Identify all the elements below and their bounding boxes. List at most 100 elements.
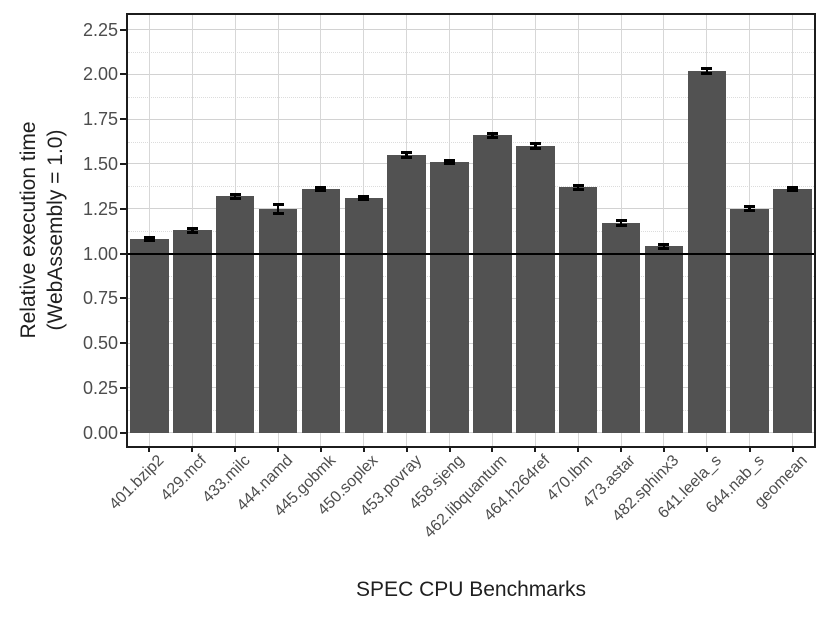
error-bar-cap — [358, 198, 370, 202]
error-bar-cap — [272, 211, 284, 215]
error-bar-cap — [229, 192, 241, 196]
error-bar-cap — [572, 183, 584, 187]
y-tick-mark — [120, 342, 128, 345]
y-tick-label: 0.25 — [82, 377, 118, 398]
bar-401-bzip2 — [130, 239, 169, 433]
error-bar-cap — [401, 150, 413, 154]
y-gridline-major — [128, 387, 814, 389]
y-gridline-minor — [128, 141, 814, 143]
y-gridline-major — [128, 297, 814, 299]
bar-482-sphinx3 — [644, 246, 684, 433]
error-bar-stem — [448, 160, 451, 164]
error-bar-cap — [701, 71, 713, 75]
error-bar-stem — [576, 185, 580, 190]
x-tick-mark — [577, 446, 580, 452]
error-bar-cap — [658, 243, 670, 247]
y-tick-label: 0.50 — [82, 333, 118, 354]
y-tick-label: 2.25 — [82, 19, 118, 40]
y-tick-label: 1.00 — [82, 243, 118, 264]
y-tick-mark — [120, 207, 128, 210]
y-gridline-minor — [128, 186, 814, 188]
y-gridline-minor — [128, 231, 814, 233]
reference-line — [128, 252, 814, 255]
error-bar-stem — [233, 194, 237, 199]
error-bar-stem — [276, 204, 280, 214]
y-gridline-minor — [128, 96, 814, 98]
x-tick-mark — [662, 446, 665, 452]
y-gridline-major — [128, 29, 814, 31]
x-tick-label-text: 401.bzip2 — [106, 452, 168, 514]
y-gridline-major — [128, 118, 814, 120]
x-tick-mark — [234, 446, 237, 452]
x-gridline — [663, 15, 665, 446]
x-tick-mark — [319, 446, 322, 452]
y-tick-mark — [120, 431, 128, 434]
error-bar-stem — [748, 206, 751, 211]
x-tick-mark — [362, 446, 365, 452]
x-tick-mark — [748, 446, 751, 452]
error-bar-stem — [405, 152, 408, 158]
error-bar-cap — [529, 141, 541, 145]
y-tick-label: 2.00 — [82, 64, 118, 85]
error-bar-stem — [705, 68, 709, 73]
y-gridline-major — [128, 342, 814, 344]
error-bar-cap — [787, 189, 799, 193]
bar-429-mcf — [173, 230, 212, 433]
y-tick-label: 0.75 — [82, 288, 118, 309]
y-tick-mark — [120, 118, 128, 121]
bar-geomean — [773, 189, 812, 433]
error-bar-cap — [143, 235, 155, 239]
error-bar-cap — [358, 194, 370, 198]
x-tick-mark — [405, 446, 408, 452]
bar-444-namd — [258, 208, 298, 433]
y-tick-mark — [120, 73, 128, 76]
y-tick-mark — [120, 297, 128, 300]
error-bar-cap — [401, 156, 413, 160]
x-tick-mark — [277, 446, 280, 452]
error-bar-stem — [534, 143, 537, 149]
error-bar-cap — [272, 202, 284, 206]
bar-462-libquantum — [473, 135, 512, 433]
y-gridline-minor — [128, 275, 814, 277]
y-tick-label: 1.50 — [82, 153, 118, 174]
error-bar-stem — [491, 133, 494, 138]
bar-458-sjeng — [430, 162, 469, 433]
error-bar-cap — [744, 205, 756, 209]
x-tick-mark — [705, 446, 708, 452]
error-bar-cap — [658, 246, 670, 250]
error-bar-cap — [701, 67, 713, 71]
error-bar-stem — [191, 228, 194, 233]
bar-470-lbm — [558, 187, 598, 433]
error-bar-cap — [486, 135, 498, 139]
error-bar-cap — [529, 147, 541, 151]
error-bar-stem — [662, 244, 666, 249]
x-tick-mark — [491, 446, 494, 452]
error-bar-cap — [315, 185, 327, 189]
x-tick-mark — [448, 446, 451, 452]
x-gridline — [148, 15, 150, 446]
error-bar-stem — [319, 187, 323, 191]
y-tick-mark — [120, 162, 128, 165]
x-tick-mark — [191, 446, 194, 452]
y-gridline-minor — [128, 365, 814, 367]
error-bar-cap — [486, 132, 498, 136]
error-bar-cap — [229, 196, 241, 200]
error-bar-cap — [143, 239, 155, 243]
bar-450-soplex — [344, 198, 384, 433]
error-bar-cap — [186, 230, 198, 234]
error-bar-cap — [444, 162, 456, 166]
error-bar-cap — [744, 209, 756, 213]
y-gridline-minor — [128, 410, 814, 412]
y-tick-mark — [120, 252, 128, 255]
error-bar-cap — [787, 185, 799, 189]
error-bar-cap — [615, 223, 627, 227]
plot-area — [126, 13, 816, 448]
y-tick-label: 1.25 — [82, 198, 118, 219]
y-tick-mark — [120, 386, 128, 389]
x-tick-mark — [148, 446, 151, 452]
y-gridline-major — [128, 73, 814, 75]
error-bar-stem — [362, 196, 366, 200]
x-tick-mark — [791, 446, 794, 452]
error-bar-stem — [619, 220, 623, 226]
